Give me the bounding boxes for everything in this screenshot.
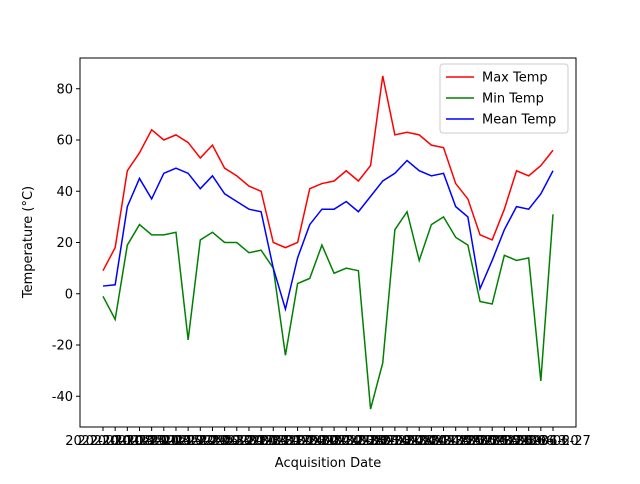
x-tick-label: 2022-10-25 <box>90 434 166 449</box>
x-tick-label: 2023-03-28 <box>357 434 433 449</box>
x-tick-label: 2022-12-27 <box>199 434 275 449</box>
x-tick-label: 2022-11-15 <box>126 434 202 449</box>
x-tick-label: 2023-01-17 <box>235 434 311 449</box>
x-tick-label: 2023-06-13 <box>491 434 567 449</box>
x-tick-label: 2023-05-02 <box>418 434 494 449</box>
x-tick-label: 2022-10-18 <box>77 434 153 449</box>
legend-label: Max Temp <box>482 71 548 86</box>
x-tick-label: 2023-04-04 <box>369 434 445 449</box>
y-tick-label: -20 <box>52 339 73 354</box>
x-tick-label: 2022-11-29 <box>150 434 226 449</box>
y-tick-label: 60 <box>56 134 73 149</box>
line-series <box>102 159 554 313</box>
x-tick-label: 2023-02-07 <box>272 434 348 449</box>
x-tick-label: 2023-02-21 <box>296 434 372 449</box>
x-tick-label: 2023-05-09 <box>430 434 506 449</box>
x-tick-label: 2022-11-22 <box>138 434 214 449</box>
y-axis-label: Temperature (°C) <box>21 186 36 299</box>
x-tick-label: 2023-02-14 <box>284 434 360 449</box>
x-tick-label: 2023-04-18 <box>394 434 470 449</box>
x-tick-label: 2023-03-14 <box>333 434 409 449</box>
x-tick-label: 2023-04-11 <box>381 434 457 449</box>
line-series <box>102 75 554 272</box>
x-tick-label: 2023-06-06 <box>479 434 555 449</box>
x-tick-label: 2023-01-31 <box>260 434 336 449</box>
legend-label: Min Temp <box>482 92 544 107</box>
x-tick-label: 2022-12-13 <box>175 434 251 449</box>
x-tick-label: 2023-03-21 <box>345 434 421 449</box>
x-tick-label: 2023-05-16 <box>442 434 518 449</box>
x-tick-label: 2023-01-24 <box>248 434 324 449</box>
x-tick-label: 2023-04-25 <box>406 434 482 449</box>
line-series <box>102 209 554 410</box>
x-tick-label: 2023-01-03 <box>211 434 287 449</box>
legend-label: Mean Temp <box>482 113 556 128</box>
x-axis-label: Acquisition Date <box>275 456 381 471</box>
y-tick-label: 80 <box>56 82 73 97</box>
y-tick-label: 0 <box>65 287 73 302</box>
x-tick-label: 2023-01-10 <box>223 434 299 449</box>
y-tick-label: -40 <box>52 390 73 405</box>
x-tick-label: 2023-05-23 <box>454 434 530 449</box>
x-tick-label: 2023-03-07 <box>321 434 397 449</box>
x-tick-label: 2022-10-11 <box>65 434 141 449</box>
x-tick-label: 2022-12-06 <box>163 434 239 449</box>
y-tick-label: 40 <box>56 185 73 200</box>
legend-box <box>439 63 569 134</box>
x-tick-label: 2023-02-28 <box>308 434 384 449</box>
x-tick-label: 2023-06-20 <box>503 434 579 449</box>
x-tick-label: 2023-06-27 <box>515 434 591 449</box>
x-tick-label: 2022-11-01 <box>102 434 178 449</box>
x-tick-label: 2023-05-30 <box>467 434 543 449</box>
x-tick-label: 2022-12-20 <box>187 434 263 449</box>
x-tick-label: 2022-11-08 <box>114 434 190 449</box>
y-tick-label: 20 <box>56 236 73 251</box>
